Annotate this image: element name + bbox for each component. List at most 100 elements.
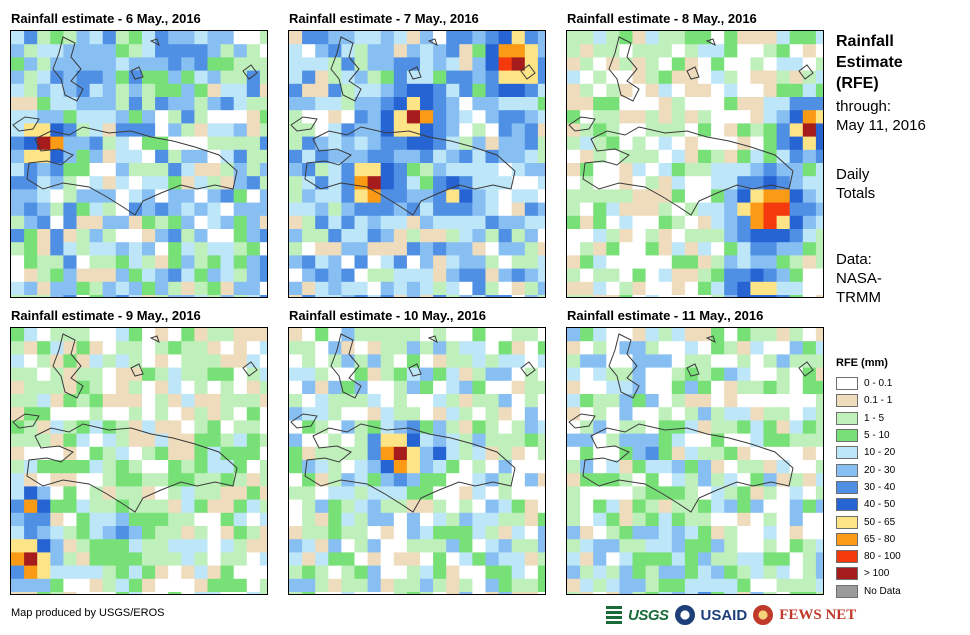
rainfall-cell bbox=[233, 31, 248, 45]
rainfall-cell bbox=[472, 552, 486, 566]
rainfall-cell bbox=[155, 44, 169, 58]
rainfall-cell bbox=[63, 552, 77, 566]
rainfall-cell bbox=[472, 565, 486, 580]
rainfall-cell bbox=[580, 255, 594, 269]
rainfall-cell bbox=[684, 539, 699, 553]
rainfall-cell bbox=[776, 328, 791, 342]
rainfall-cell bbox=[658, 394, 673, 408]
rainfall-cell bbox=[567, 57, 581, 71]
rainfall-cell bbox=[115, 281, 130, 296]
rainfall-cell bbox=[459, 565, 473, 580]
rainfall-cell bbox=[142, 341, 156, 355]
rainfall-cell bbox=[524, 420, 539, 434]
rainfall-cell bbox=[315, 578, 329, 593]
rainfall-cell bbox=[341, 110, 355, 124]
rainfall-cell bbox=[459, 433, 473, 448]
rainfall-cell bbox=[776, 31, 791, 45]
rainfall-cell bbox=[737, 394, 751, 408]
rainfall-cell bbox=[89, 407, 104, 421]
rainfall-cell bbox=[341, 367, 355, 382]
rainfall-cell bbox=[446, 202, 460, 217]
rainfall-cell bbox=[181, 367, 195, 382]
rainfall-cell bbox=[737, 460, 751, 474]
rainfall-cell bbox=[511, 70, 526, 85]
rainfall-cell bbox=[593, 110, 607, 124]
rainfall-cell bbox=[246, 70, 261, 85]
rainfall-cell bbox=[684, 215, 699, 230]
rainfall-cell bbox=[194, 380, 208, 395]
rainfall-cell bbox=[102, 341, 117, 355]
rainfall-cell bbox=[393, 202, 408, 217]
rainfall-cell bbox=[115, 242, 130, 256]
rainfall-cell bbox=[511, 473, 526, 487]
rainfall-cell bbox=[155, 526, 169, 540]
rainfall-cell bbox=[207, 31, 221, 45]
rainfall-cell bbox=[194, 433, 208, 448]
rainfall-cell bbox=[393, 70, 408, 85]
rainfall-cell bbox=[11, 394, 25, 408]
rainfall-cell bbox=[406, 123, 421, 137]
rainfall-cell bbox=[328, 512, 342, 527]
rainfall-cell bbox=[567, 242, 581, 256]
rainfall-cell bbox=[537, 70, 545, 85]
rainfall-cell bbox=[593, 328, 607, 342]
rainfall-cell bbox=[168, 136, 182, 151]
rainfall-cell bbox=[354, 44, 368, 58]
rainfall-cell bbox=[315, 592, 329, 594]
rainfall-cell bbox=[645, 44, 660, 58]
rainfall-cell bbox=[763, 202, 777, 217]
rainfall-cell bbox=[567, 539, 581, 553]
rainfall-cell bbox=[511, 341, 526, 355]
rainfall-cell bbox=[763, 83, 777, 98]
rainfall-cell bbox=[485, 394, 499, 408]
rainfall-cell bbox=[168, 446, 182, 461]
rainfall-cell bbox=[789, 268, 804, 283]
rainfall-cell bbox=[524, 565, 539, 580]
rainfall-cell bbox=[37, 380, 51, 395]
rainfall-cell bbox=[737, 215, 751, 230]
rainfall-cell bbox=[446, 268, 460, 283]
rainfall-cell bbox=[580, 380, 594, 395]
rainfall-cell bbox=[724, 512, 738, 527]
rainfall-cell bbox=[181, 380, 195, 395]
rainfall-cell bbox=[472, 367, 486, 382]
rainfall-cell bbox=[724, 420, 738, 434]
rainfall-cell bbox=[724, 394, 738, 408]
legend-label: 0.1 - 1 bbox=[864, 395, 893, 407]
rainfall-cell bbox=[315, 123, 329, 137]
rainfall-cell bbox=[498, 70, 513, 85]
rainfall-cell bbox=[76, 526, 90, 540]
rainfall-cell bbox=[776, 486, 791, 500]
rainfall-cell bbox=[142, 176, 156, 190]
legend-item: 20 - 30 bbox=[836, 461, 901, 478]
rainfall-cell bbox=[380, 407, 395, 421]
rainfall-cell bbox=[750, 407, 764, 421]
rainfall-cell bbox=[472, 354, 486, 368]
rainfall-cell bbox=[580, 473, 594, 487]
rainfall-cell bbox=[658, 70, 673, 85]
rainfall-cell bbox=[220, 295, 235, 297]
rainfall-cell bbox=[155, 229, 169, 243]
rainfall-cell bbox=[537, 526, 545, 540]
rainfall-cell bbox=[459, 31, 473, 45]
rainfall-cell bbox=[776, 202, 791, 217]
rainfall-raster bbox=[11, 31, 267, 297]
rainfall-cell bbox=[315, 215, 329, 230]
rainfall-cell bbox=[472, 149, 486, 164]
rainfall-cell bbox=[645, 565, 660, 580]
map-credit: Map produced by USGS/EROS bbox=[11, 607, 165, 619]
rainfall-cell bbox=[194, 123, 208, 137]
rainfall-cell bbox=[168, 281, 182, 296]
rainfall-cell bbox=[115, 526, 130, 540]
rainfall-cell bbox=[207, 407, 221, 421]
rainfall-cell bbox=[698, 473, 712, 487]
rainfall-cell bbox=[606, 526, 620, 540]
rainfall-cell bbox=[498, 486, 513, 500]
rainfall-cell bbox=[328, 255, 342, 269]
rainfall-cell bbox=[606, 31, 620, 45]
rainfall-cell bbox=[498, 97, 513, 111]
rainfall-cell bbox=[115, 176, 130, 190]
rainfall-cell bbox=[37, 97, 51, 111]
rainfall-cell bbox=[380, 565, 395, 580]
legend-item: 30 - 40 bbox=[836, 479, 901, 496]
